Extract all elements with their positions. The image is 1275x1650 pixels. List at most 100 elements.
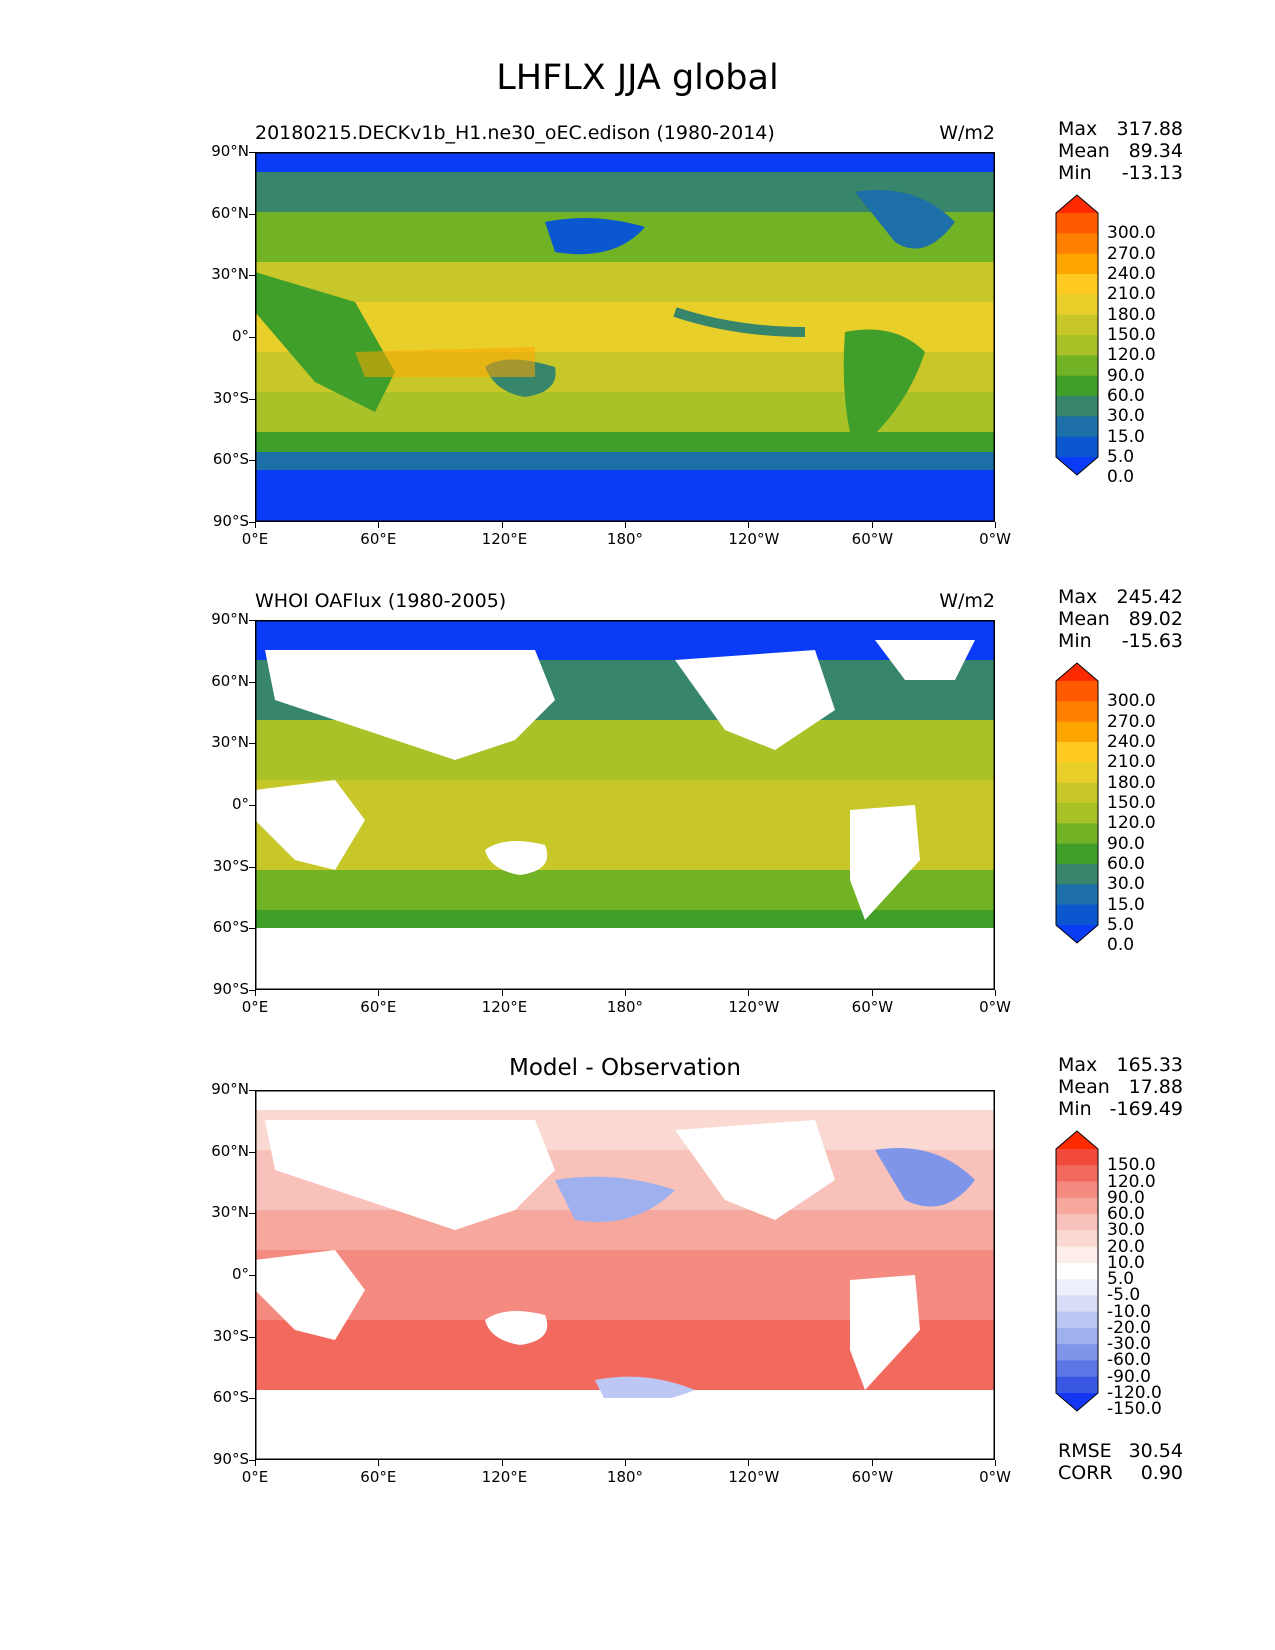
stat-name: Mean bbox=[1058, 140, 1110, 162]
lon-tick-mark bbox=[501, 1460, 503, 1466]
lon-tick-mark bbox=[255, 522, 256, 528]
colorbar-tick-label: -120.0 bbox=[1107, 1383, 1162, 1403]
colorbar-segment bbox=[1056, 1295, 1098, 1313]
colorbar-tick-label: 240.0 bbox=[1107, 264, 1156, 284]
colorbar-tick-label: 0.0 bbox=[1107, 935, 1135, 956]
stat-name: Max bbox=[1058, 586, 1098, 608]
colorbar-segment bbox=[1056, 375, 1098, 397]
colorbar-extend-min bbox=[1056, 925, 1098, 943]
panel3-map bbox=[255, 1090, 995, 1460]
colorbar-segment bbox=[1056, 904, 1098, 926]
stat-row: RMSE 30.54 bbox=[1058, 1440, 1183, 1462]
lat-tick-label: 90°N bbox=[211, 610, 249, 628]
lon-tick-label: 0°W bbox=[979, 1468, 1011, 1486]
lat-tick-label: 90°S bbox=[212, 980, 249, 998]
panel2-stats: Max 245.42 Mean 89.02 Min -15.63 bbox=[1058, 586, 1183, 652]
colorbar-segment bbox=[1056, 233, 1098, 255]
colorbar-tick-label: 150.0 bbox=[1107, 793, 1156, 813]
colorbar-segment bbox=[1056, 1262, 1098, 1280]
colorbar-tick-label: -90.0 bbox=[1107, 1366, 1151, 1387]
lon-tick-mark bbox=[378, 1460, 380, 1466]
lon-tick-label: 0°E bbox=[241, 530, 269, 548]
lon-tick-label: 60°W bbox=[851, 1468, 894, 1486]
lon-tick-label: 180° bbox=[606, 530, 644, 548]
colorbar-segment bbox=[1056, 1214, 1098, 1231]
colorbar-segment bbox=[1056, 884, 1098, 906]
colorbar-segment bbox=[1056, 1327, 1098, 1345]
colorbar-segment bbox=[1056, 294, 1098, 316]
lon-tick-mark bbox=[748, 990, 750, 996]
colorbar-tick-label: 210.0 bbox=[1107, 284, 1156, 305]
stat-name: CORR bbox=[1058, 1462, 1113, 1484]
lon-tick-label: 60°E bbox=[360, 998, 397, 1016]
colorbar-segment bbox=[1056, 843, 1098, 865]
colorbar-segment bbox=[1056, 335, 1098, 356]
stat-row: Min -169.49 bbox=[1058, 1098, 1183, 1120]
colorbar-outline bbox=[1055, 1130, 1099, 1412]
lat-tick-mark bbox=[249, 1398, 255, 1400]
colorbar-tick-label: 15.0 bbox=[1107, 894, 1145, 915]
stat-row: Max 245.42 bbox=[1058, 586, 1183, 608]
stat-name: Mean bbox=[1058, 1076, 1110, 1098]
stat-row: Max 317.88 bbox=[1058, 118, 1183, 140]
colorbar-tick-label: 5.0 bbox=[1107, 1269, 1135, 1290]
panel3-metrics: RMSE 30.54 CORR 0.90 bbox=[1058, 1440, 1183, 1484]
colorbar-segment bbox=[1056, 1376, 1098, 1394]
lat-tick-label: 30°N bbox=[211, 1203, 249, 1222]
colorbar-tick-label: 120.0 bbox=[1107, 1171, 1156, 1192]
colorbar-extend-min bbox=[1056, 1393, 1098, 1411]
lon-tick-mark bbox=[378, 522, 380, 528]
lat-tick-label: 30°N bbox=[211, 265, 249, 284]
lat-tick-label: 60°N bbox=[211, 203, 249, 222]
stat-value: 0.90 bbox=[1140, 1462, 1183, 1484]
lat-tick-mark bbox=[249, 1151, 255, 1153]
lat-tick-label: 60°S bbox=[212, 918, 249, 937]
colorbar-segment bbox=[1056, 823, 1098, 845]
lon-tick-mark bbox=[501, 990, 503, 996]
lon-tick-mark bbox=[625, 522, 626, 528]
colorbar-tick-label: 60.0 bbox=[1107, 854, 1145, 874]
colorbar-extend-max bbox=[1056, 195, 1098, 213]
stat-value: -15.63 bbox=[1121, 630, 1183, 652]
lon-tick-label: 120°W bbox=[728, 530, 780, 548]
colorbar-tick-label: 270.0 bbox=[1107, 243, 1156, 264]
lat-tick-mark bbox=[249, 152, 255, 153]
colorbar-extend-max bbox=[1056, 663, 1098, 681]
stat-row: Mean 89.34 bbox=[1058, 140, 1183, 162]
lat-tick-label: 60°N bbox=[211, 671, 249, 690]
colorbar-segment bbox=[1056, 1197, 1098, 1215]
stat-value: 165.33 bbox=[1116, 1054, 1183, 1076]
colorbar-tick-label: 60.0 bbox=[1107, 386, 1145, 406]
lon-tick-mark bbox=[995, 522, 996, 528]
colorbar-tick-label: 5.0 bbox=[1107, 447, 1135, 467]
lat-tick-mark bbox=[249, 990, 255, 991]
colorbar-tick-label: -60.0 bbox=[1107, 1350, 1151, 1371]
panel3-stats: Max 165.33 Mean 17.88 Min -169.49 bbox=[1058, 1054, 1183, 1120]
stat-value: -169.49 bbox=[1109, 1098, 1183, 1120]
colorbar-segment bbox=[1056, 213, 1098, 234]
colorbar-segment bbox=[1056, 1311, 1098, 1329]
panel2-map bbox=[255, 620, 995, 990]
colorbar-segment bbox=[1056, 1360, 1098, 1378]
lon-tick-label: 120°E bbox=[481, 530, 528, 548]
colorbar-segment bbox=[1056, 782, 1098, 804]
colorbar-tick-label: 300.0 bbox=[1107, 223, 1156, 244]
colorbar-segment bbox=[1056, 1279, 1098, 1296]
lat-tick-mark bbox=[249, 620, 255, 621]
lon-tick-mark bbox=[255, 1460, 256, 1466]
panel2-units: W/m2 bbox=[939, 590, 995, 612]
lon-tick-label: 120°E bbox=[481, 1468, 528, 1486]
figure-title: LHFLX JJA global bbox=[496, 58, 779, 98]
panel1-stats: Max 317.88 Mean 89.34 Min -13.13 bbox=[1058, 118, 1183, 184]
lat-tick-mark bbox=[249, 1090, 255, 1091]
lat-tick-label: 0° bbox=[231, 795, 249, 813]
lat-tick-mark bbox=[249, 805, 255, 806]
colorbar-tick-label: 90.0 bbox=[1107, 365, 1145, 386]
colorbar-tick-label: 90.0 bbox=[1107, 833, 1145, 854]
lon-tick-mark bbox=[995, 1460, 996, 1466]
map-frame bbox=[255, 620, 995, 990]
lon-tick-mark bbox=[871, 990, 873, 996]
colorbar-tick-label: 150.0 bbox=[1107, 1155, 1156, 1176]
colorbar-tick-label: 150.0 bbox=[1107, 325, 1156, 345]
lon-tick-label: 120°W bbox=[728, 1468, 780, 1486]
